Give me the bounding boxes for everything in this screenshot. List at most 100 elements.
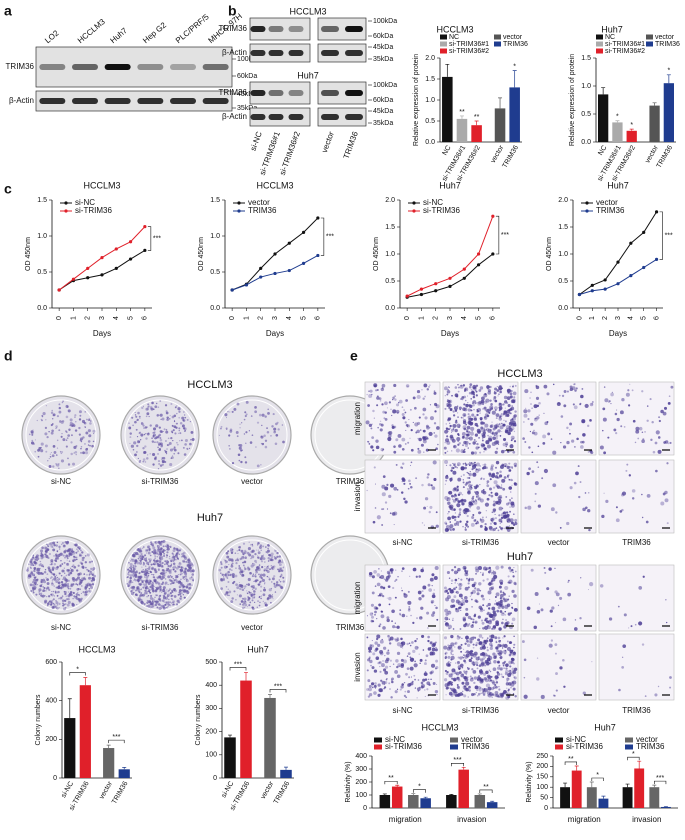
cell	[372, 652, 376, 656]
colony	[137, 578, 140, 582]
cell	[458, 406, 462, 410]
cell	[444, 608, 449, 613]
cell	[662, 411, 667, 416]
cell	[579, 481, 582, 484]
colony	[231, 562, 234, 565]
colony	[164, 450, 168, 454]
y-tick-label: 50	[540, 794, 548, 801]
cell	[509, 392, 513, 396]
cell	[669, 676, 672, 679]
colony	[270, 601, 272, 604]
cell	[401, 683, 404, 686]
colony	[251, 543, 254, 546]
y-tick-label: 600	[45, 659, 57, 666]
cell	[526, 471, 530, 476]
cell	[414, 567, 416, 570]
cell	[388, 642, 392, 645]
cell	[507, 477, 509, 479]
colony	[176, 559, 178, 561]
colony	[178, 562, 182, 566]
colony	[184, 567, 188, 571]
cell	[451, 394, 453, 397]
colony	[164, 545, 167, 547]
colony	[42, 589, 46, 593]
colony	[146, 601, 149, 604]
cell	[582, 507, 586, 512]
cell	[398, 399, 403, 404]
colony	[188, 447, 191, 450]
cell	[580, 394, 584, 399]
cell	[397, 433, 402, 438]
cell	[421, 634, 425, 638]
colony	[146, 457, 149, 460]
colony	[148, 549, 151, 552]
colony	[172, 582, 174, 584]
cell	[404, 690, 407, 693]
cell	[468, 658, 472, 663]
cell	[510, 399, 515, 404]
cell	[480, 477, 483, 480]
cell	[408, 676, 411, 679]
colony	[128, 422, 130, 424]
colony	[170, 597, 173, 600]
cell	[513, 414, 517, 418]
cell	[536, 404, 540, 408]
colony	[269, 568, 271, 571]
cell	[478, 675, 480, 677]
colony	[250, 591, 252, 594]
legend-swatch	[494, 34, 501, 40]
cell	[405, 384, 410, 388]
legend-label: si-NC	[566, 735, 586, 744]
cell	[457, 500, 461, 504]
cell	[390, 696, 393, 699]
colony	[178, 410, 181, 413]
cell	[625, 469, 628, 472]
cell	[508, 486, 513, 490]
colony	[244, 603, 248, 607]
colony	[142, 405, 144, 407]
cell	[461, 656, 463, 658]
colony	[82, 451, 85, 455]
cell	[444, 395, 446, 397]
cell	[427, 483, 431, 487]
cell	[602, 407, 606, 411]
cell	[478, 511, 481, 515]
colony	[78, 418, 82, 421]
cell	[435, 659, 439, 663]
colony	[67, 457, 69, 460]
cell	[391, 620, 394, 623]
point	[642, 265, 646, 270]
legend-label: si-TRIM36#2	[449, 48, 489, 55]
cell	[451, 438, 456, 443]
cell	[428, 385, 430, 388]
cell	[500, 449, 505, 454]
colony	[278, 579, 280, 581]
colony	[143, 579, 145, 582]
cell	[371, 682, 375, 686]
cell	[490, 675, 493, 678]
colony	[50, 577, 52, 579]
cell	[465, 599, 469, 603]
marker-label: 60kDa	[237, 73, 257, 80]
colony	[166, 418, 168, 420]
cell	[443, 586, 447, 590]
cell	[481, 688, 483, 690]
colony	[139, 583, 141, 585]
cell	[457, 570, 459, 572]
cell	[501, 612, 504, 615]
cell	[382, 646, 387, 650]
cell	[476, 689, 479, 692]
cell	[426, 688, 429, 691]
colony	[75, 583, 77, 585]
colony	[146, 568, 148, 570]
colony	[253, 593, 256, 596]
cell	[591, 403, 593, 405]
x-tick-label: NC	[442, 144, 453, 156]
colony	[169, 415, 171, 417]
blot	[35, 90, 233, 112]
cell	[616, 417, 620, 422]
colony	[154, 441, 157, 444]
colony	[149, 571, 152, 574]
colony	[172, 601, 174, 604]
cell	[387, 649, 390, 652]
